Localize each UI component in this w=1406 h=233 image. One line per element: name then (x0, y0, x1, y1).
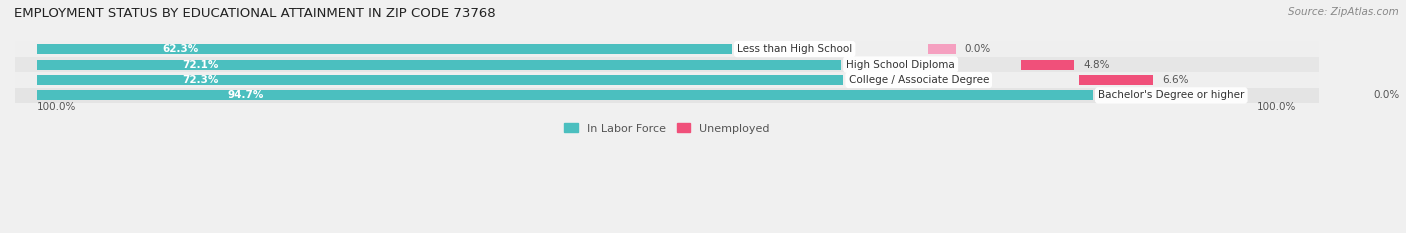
Bar (38, 90, 1092, 100)
Text: 72.1%: 72.1% (181, 60, 218, 69)
Bar (38, 75, 844, 85)
Bar (38, 44, 731, 54)
Text: 100.0%: 100.0% (38, 102, 77, 112)
Bar (38, 59, 841, 70)
Text: 100.0%: 100.0% (1257, 102, 1296, 112)
Text: Less than High School: Less than High School (737, 44, 852, 54)
Bar (15, 57, 1319, 72)
Text: 4.8%: 4.8% (1084, 60, 1109, 69)
Bar (1080, 75, 1153, 85)
Bar (928, 44, 956, 54)
Text: 0.0%: 0.0% (965, 44, 991, 54)
Text: Source: ZipAtlas.com: Source: ZipAtlas.com (1288, 7, 1399, 17)
Text: 62.3%: 62.3% (162, 44, 198, 54)
Bar (15, 41, 1319, 57)
Text: 6.6%: 6.6% (1161, 75, 1188, 85)
Text: 94.7%: 94.7% (228, 90, 263, 100)
Bar (1021, 59, 1074, 70)
Text: 0.0%: 0.0% (1374, 90, 1400, 100)
Text: High School Diploma: High School Diploma (846, 60, 955, 69)
Text: EMPLOYMENT STATUS BY EDUCATIONAL ATTAINMENT IN ZIP CODE 73768: EMPLOYMENT STATUS BY EDUCATIONAL ATTAINM… (14, 7, 496, 20)
Text: College / Associate Degree: College / Associate Degree (848, 75, 988, 85)
Bar (1337, 90, 1365, 100)
Legend: In Labor Force, Unemployed: In Labor Force, Unemployed (560, 119, 773, 138)
Bar (15, 72, 1319, 88)
Text: 72.3%: 72.3% (183, 75, 219, 85)
Text: Bachelor's Degree or higher: Bachelor's Degree or higher (1098, 90, 1244, 100)
Bar (15, 88, 1319, 103)
